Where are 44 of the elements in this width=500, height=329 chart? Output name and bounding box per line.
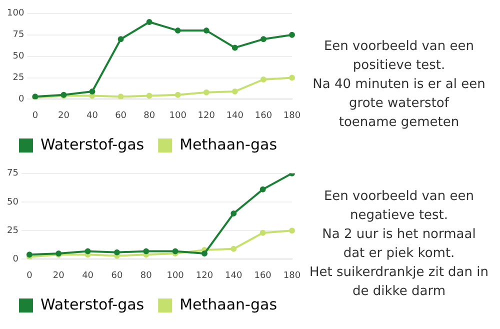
text: dat er piek komt. (342, 245, 456, 263)
x-tick-label: 60 (111, 270, 123, 281)
legend-label: Waterstof-gas (40, 135, 144, 154)
text: toename gemeten (338, 114, 460, 132)
x-tick-label: 80 (140, 270, 152, 281)
x-tick-label: 20 (52, 270, 65, 281)
x-tick-label: 40 (86, 110, 98, 121)
y-tick-label: 25 (12, 73, 24, 84)
x-tick-label: 140 (225, 270, 243, 281)
y-tick-label: 50 (12, 52, 24, 62)
text: Een voorbeeld van een (322, 188, 476, 206)
text: Het suikerdrankje zit dan in (308, 264, 490, 282)
x-tick-label: 0 (26, 270, 33, 281)
x-tick-label: 80 (144, 110, 156, 121)
x-tick-label: 120 (198, 110, 216, 121)
x-tick-label: 60 (115, 110, 127, 121)
x-tick-label: 0 (32, 110, 38, 121)
text: Na 2 uur is het normaal (321, 226, 477, 244)
text: positieve test. (352, 56, 446, 74)
y-tick-label: 100 (6, 8, 24, 19)
x-tick-label: 100 (169, 110, 187, 121)
x-tick-label: 140 (226, 110, 244, 121)
legend-label: Methaan-gas (180, 295, 278, 314)
x-tick-label: 160 (254, 110, 272, 121)
x-tick-label: 20 (58, 110, 70, 121)
text: Na 40 minuten is er al een (312, 76, 486, 94)
y-tick-label: 75 (12, 30, 24, 40)
x-tick-label: 40 (82, 270, 94, 281)
legend-label: Waterstof-gas (40, 295, 144, 314)
text: grote waterstof (348, 94, 450, 112)
y-tick-label: 75 (7, 168, 18, 179)
text: de dikke darm (352, 283, 446, 301)
x-tick-label: 180 (283, 270, 301, 281)
x-tick-label: 160 (254, 270, 272, 281)
legend-label: Methaan-gas (180, 135, 278, 154)
y-tick-label: 0 (18, 94, 24, 105)
y-tick-label: 50 (7, 197, 19, 208)
x-tick-label: 120 (196, 270, 214, 281)
x-tick-label: 100 (166, 270, 184, 281)
text: Een voorbeeld van een (322, 38, 476, 56)
text: negatieve test. (348, 207, 450, 225)
y-tick-label: 0 (12, 254, 19, 265)
x-tick-label: 180 (283, 110, 301, 121)
y-tick-label: 25 (7, 226, 18, 236)
